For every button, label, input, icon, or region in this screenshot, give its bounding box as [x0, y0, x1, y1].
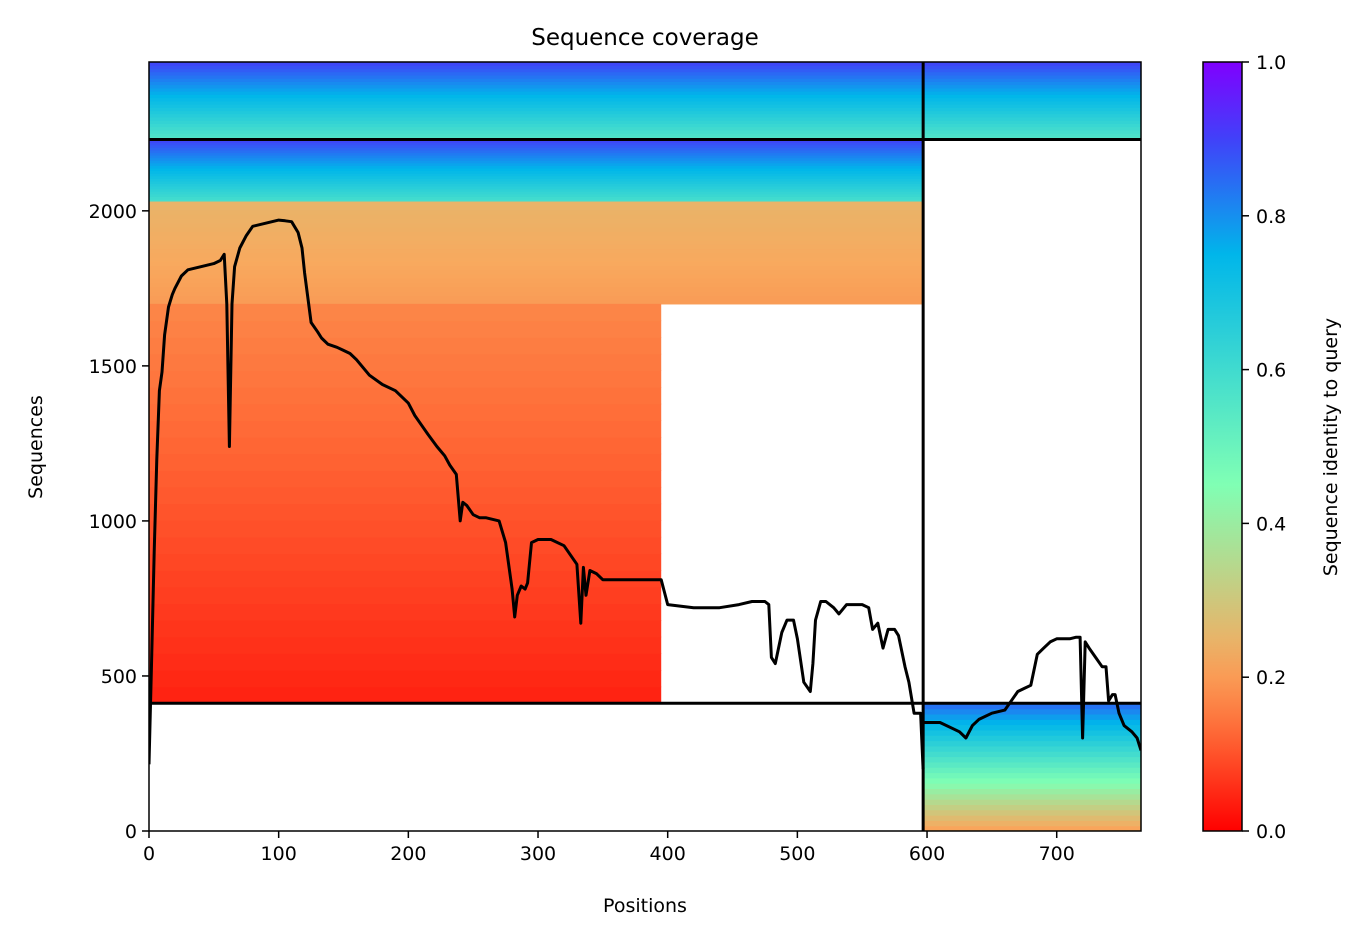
- chart-title: Sequence coverage: [531, 25, 759, 51]
- x-tick-label: 300: [520, 843, 556, 865]
- x-tick-label: 200: [390, 843, 426, 865]
- plot-frame: [148, 61, 1142, 832]
- msa-block-paired: [149, 62, 1141, 141]
- coverage-heatmap: [149, 62, 1141, 831]
- colorbar-tick-label: 0.2: [1256, 667, 1286, 689]
- y-tick-label: 2000: [89, 201, 137, 223]
- y-tick-label: 1000: [89, 511, 137, 533]
- colorbar-tick-label: 0.8: [1256, 206, 1286, 228]
- colorbar-ticks: 0.0 0.2 0.4 0.6 0.8 1.0: [1242, 52, 1286, 843]
- msa-block-chain-A-unpaired-high: [149, 139, 924, 203]
- coverage-line-chain-A: [149, 218, 925, 770]
- colorbar-tick-label: 0.0: [1256, 821, 1286, 843]
- y-axis: 0 500 1000 1500 2000: [89, 201, 149, 843]
- x-tick-label: 500: [779, 843, 815, 865]
- colorbar-label: Sequence identity to query: [1320, 318, 1342, 576]
- boundary-lines: [149, 62, 1141, 831]
- colorbar: 0.0 0.2 0.4 0.6 0.8 1.0 Sequence identity to …: [1202, 52, 1342, 843]
- x-tick-label: 400: [650, 843, 686, 865]
- colorbar-tick-label: 0.4: [1256, 513, 1286, 535]
- msa-block-chain-B-unpaired: [923, 703, 1141, 831]
- msa-block-chain-A-unpaired-mid: [149, 201, 924, 305]
- x-tick-label: 0: [143, 843, 155, 865]
- y-axis-label: Sequences: [25, 395, 47, 499]
- coverage-line-layer: [149, 218, 1141, 770]
- x-tick-label: 700: [1039, 843, 1075, 865]
- coverage-line-chain-B: [923, 635, 1141, 751]
- y-tick-label: 500: [101, 666, 137, 688]
- x-axis-label: Positions: [603, 895, 687, 917]
- y-tick-label: 1500: [89, 356, 137, 378]
- x-axis: 0 100 200 300 400 500 600 700: [143, 831, 1075, 865]
- y-tick-label: 0: [125, 821, 137, 843]
- colorbar-tick-label: 0.6: [1256, 360, 1286, 382]
- x-tick-label: 100: [261, 843, 297, 865]
- colorbar-gradient: [1202, 61, 1243, 832]
- msa-block-chain-A-unpaired-low: [149, 303, 662, 704]
- colorbar-tick-label: 1.0: [1256, 52, 1286, 74]
- x-tick-label: 600: [909, 843, 945, 865]
